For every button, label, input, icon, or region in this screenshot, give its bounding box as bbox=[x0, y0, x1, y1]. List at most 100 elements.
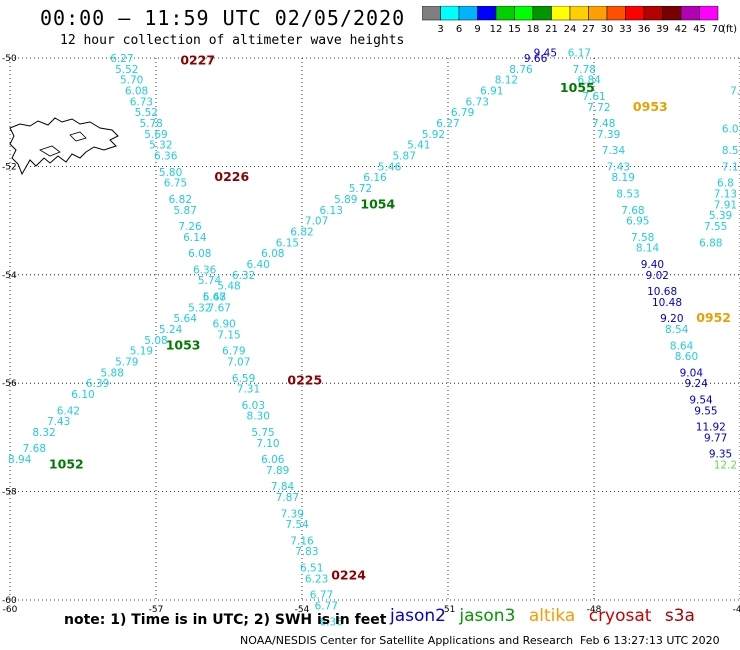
colorbar-label: 24 bbox=[564, 24, 577, 35]
swh-observation: 6.36 bbox=[154, 151, 178, 163]
swh-observation: 7.54 bbox=[285, 519, 309, 531]
falkland-islands bbox=[9, 117, 119, 176]
swh-observation: 7.34 bbox=[602, 145, 626, 157]
swh-observation: 9.20 bbox=[660, 313, 683, 325]
swh-observation: 6.95 bbox=[626, 216, 649, 228]
lat-tick-label: -60 bbox=[2, 596, 17, 606]
swh-observation: 8.94 bbox=[8, 454, 32, 466]
swh-observation: 6.51 bbox=[300, 562, 323, 574]
swh-observation: 6.06 bbox=[261, 454, 285, 466]
lat-tick-label: -50 bbox=[2, 54, 17, 64]
lat-tick-label: -58 bbox=[2, 488, 17, 498]
swh-observation: 5.79 bbox=[115, 357, 138, 369]
swh-observation: 12.2 bbox=[714, 460, 737, 472]
swh-observation: 7. bbox=[730, 86, 740, 98]
swh-observation: 7.10 bbox=[256, 438, 279, 450]
lat-tick-label: -56 bbox=[2, 379, 17, 389]
colorbar-label: 33 bbox=[619, 24, 632, 35]
satellite-legend: jason2 jason3 altika cryosat s3a bbox=[390, 606, 703, 626]
swh-observation: 6.14 bbox=[183, 232, 207, 244]
swh-observation: 5.74 bbox=[198, 275, 222, 287]
legend-jason3: jason3 bbox=[459, 606, 516, 626]
swh-observation: 7.43 bbox=[47, 416, 70, 428]
colorbar-label: 9 bbox=[474, 24, 480, 35]
track-time-label: 0952 bbox=[696, 310, 731, 325]
swh-observation: 6.39 bbox=[86, 378, 109, 390]
track-time-label: 1055 bbox=[560, 80, 595, 95]
swh-observation: 6.91 bbox=[480, 86, 503, 98]
lat-tick-label: -52 bbox=[2, 162, 17, 172]
swh-observation: 6.82 bbox=[290, 226, 313, 238]
chart-subtitle: 12 hour collection of altimeter wave hei… bbox=[60, 33, 405, 48]
swh-observation: 5.32 bbox=[149, 140, 172, 152]
swh-observation: 7.91 bbox=[714, 199, 737, 211]
swh-observation: 6.17 bbox=[568, 48, 591, 60]
island-coastline bbox=[39, 131, 87, 157]
swh-observation: 8.54 bbox=[665, 324, 689, 336]
swh-observation: 8.30 bbox=[247, 411, 270, 423]
swh-observation: 8.12 bbox=[495, 75, 518, 87]
swh-observation: 8.53 bbox=[616, 189, 639, 201]
swh-observation: 5.70 bbox=[120, 75, 143, 87]
swh-observation: 6.32 bbox=[232, 270, 255, 282]
swh-observation: 5.89 bbox=[334, 194, 357, 206]
swh-observation: 7.67 bbox=[208, 302, 231, 314]
swh-observation: 5.87 bbox=[174, 205, 197, 217]
footer-note: note: 1) Time is in UTC; 2) SWH is in fe… bbox=[64, 612, 387, 628]
swh-observation: 8.60 bbox=[675, 351, 698, 363]
swh-observation: 6.10 bbox=[71, 389, 94, 401]
swh-observation: 6.90 bbox=[212, 319, 235, 331]
colorbar-label: 45 bbox=[693, 24, 706, 35]
swh-observation: 9.35 bbox=[709, 449, 732, 461]
track-time-label: 0227 bbox=[180, 53, 215, 68]
swh-observation: 6.8 bbox=[717, 178, 734, 190]
swh-observation: 7.61 bbox=[582, 91, 605, 103]
swh-observation: 6.15 bbox=[276, 237, 299, 249]
swh-observation: 6.36 bbox=[193, 264, 217, 276]
lon-tick-label: -54 bbox=[295, 605, 310, 615]
swh-observation: 6.75 bbox=[164, 178, 187, 190]
chart-title: 00:00 – 11:59 UTC 02/05/2020 bbox=[40, 6, 406, 30]
swh-observation: 7.72 bbox=[587, 102, 610, 114]
wave-height-colorbar: 3 6 9 12 15 18 21 24 27 30 33 36 39 42 45 70(ft) bbox=[422, 6, 737, 35]
swh-observation: 5.32 bbox=[188, 302, 211, 314]
colorbar-label: 15 bbox=[508, 24, 521, 35]
swh-observation: 5.39 bbox=[709, 210, 732, 222]
legend-altika: altika bbox=[528, 606, 576, 626]
swh-observation: 9.02 bbox=[646, 270, 669, 282]
colorbar-label: 3 bbox=[437, 24, 443, 35]
swh-observation: 5.52 bbox=[135, 107, 158, 119]
swh-observation: 7.13 bbox=[714, 189, 737, 201]
swh-observation: 6.77 bbox=[315, 600, 338, 612]
colorbar-label: 70 bbox=[712, 24, 725, 35]
swh-observation: 6.36 bbox=[320, 617, 344, 629]
lon-tick-label: -57 bbox=[149, 605, 164, 615]
swh-observation: 5.46 bbox=[378, 161, 402, 173]
swh-observation: 9.66 bbox=[524, 53, 548, 65]
swh-observation: 5.24 bbox=[159, 324, 183, 336]
swh-observation: 7.1 bbox=[722, 161, 739, 173]
swh-observation: 8.32 bbox=[32, 427, 55, 439]
swh-observation: 6.13 bbox=[320, 205, 343, 217]
track-time-label: 0953 bbox=[633, 99, 668, 114]
colorbar-label: 6 bbox=[456, 24, 462, 35]
swh-observation: 9.04 bbox=[680, 367, 704, 379]
track-time-label: 1054 bbox=[360, 196, 395, 211]
swh-observation: 6.79 bbox=[222, 346, 245, 358]
legend-jason2: jason2 bbox=[390, 606, 446, 626]
swh-observation: 9.45 bbox=[534, 48, 557, 60]
track-time-label: 0224 bbox=[331, 568, 366, 583]
swh-observation: 9.40 bbox=[641, 259, 664, 271]
swh-observation: 5.48 bbox=[217, 281, 240, 293]
lon-tick-label: -51 bbox=[441, 605, 456, 615]
swh-observation: 6.73 bbox=[130, 96, 153, 108]
credit-line: NOAA/NESDIS Center for Satellite Applica… bbox=[240, 634, 574, 647]
swh-observation: 9.24 bbox=[685, 378, 709, 390]
swh-observation: 5.88 bbox=[101, 367, 124, 379]
swh-observation: 7.43 bbox=[607, 161, 630, 173]
swh-observation: 5.08 bbox=[144, 335, 167, 347]
swh-observation: 7.07 bbox=[227, 357, 250, 369]
swh-observation: 6.23 bbox=[305, 573, 328, 585]
swh-observation: 10.48 bbox=[652, 297, 682, 309]
